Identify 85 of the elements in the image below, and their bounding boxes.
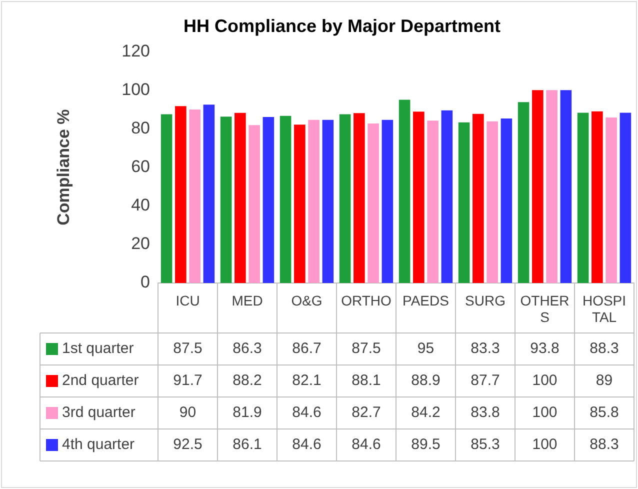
- y-tick-label: 100: [122, 80, 150, 99]
- chart-title: HH Compliance by Major Department: [183, 16, 501, 36]
- bar: [620, 112, 632, 283]
- data-label: 86.3: [232, 340, 262, 358]
- bar: [606, 118, 617, 283]
- bar: [472, 114, 484, 283]
- data-label: 81.9: [232, 404, 262, 422]
- x-tick-label: OTHERS: [520, 292, 570, 326]
- y-tick-label: 20: [131, 234, 150, 254]
- data-label: 87.5: [352, 340, 381, 358]
- x-tick-label: ICU: [176, 292, 200, 308]
- bar: [577, 112, 589, 283]
- bar: [532, 90, 544, 283]
- bar: [458, 122, 470, 283]
- y-tick-label: 40: [131, 196, 150, 215]
- data-label: 89: [596, 372, 613, 390]
- y-tick-label: 120: [122, 41, 150, 60]
- data-label: 84.6: [352, 436, 381, 454]
- y-tick-label: 0: [140, 272, 150, 292]
- bar: [308, 120, 320, 283]
- bar: [203, 104, 215, 283]
- bar: [262, 116, 274, 283]
- bar: [234, 112, 246, 283]
- data-label: 89.5: [411, 436, 440, 454]
- bar: [592, 111, 603, 283]
- y-tick-label: 80: [131, 118, 150, 138]
- bar: [441, 110, 453, 283]
- bar: [486, 121, 498, 283]
- data-label: 88.3: [590, 436, 619, 454]
- data-label: 83.8: [470, 404, 500, 422]
- data-label: 92.5: [173, 436, 202, 454]
- data-label: 88.3: [590, 340, 619, 358]
- x-tick-label: O&G: [291, 292, 322, 308]
- bar: [413, 112, 424, 283]
- x-tick-label: ORTHO: [341, 292, 392, 308]
- bar: [294, 124, 306, 283]
- legend-label: 1st quarter: [62, 340, 134, 358]
- data-label: 82.7: [352, 404, 381, 422]
- data-label: 85.3: [470, 436, 500, 454]
- data-label: 100: [532, 404, 558, 422]
- data-label: 91.7: [173, 372, 202, 390]
- data-label: 88.2: [232, 372, 262, 390]
- data-label: 93.8: [530, 340, 560, 358]
- data-label: 100: [532, 372, 558, 390]
- bar: [500, 118, 512, 283]
- x-tick-label: HOSPITAL: [582, 292, 626, 326]
- data-label: 82.1: [292, 372, 322, 390]
- bar: [189, 109, 200, 283]
- bar: [354, 113, 365, 283]
- data-label: 86.7: [292, 340, 322, 358]
- x-tick-label: SURG: [465, 292, 506, 308]
- legend-label: 4th quarter: [62, 436, 135, 454]
- data-label: 84.6: [292, 404, 322, 422]
- data-label: 88.9: [411, 372, 440, 390]
- data-label: 86.1: [232, 436, 262, 454]
- bar: [518, 102, 530, 283]
- bar: [248, 125, 260, 283]
- data-label: 87.7: [470, 372, 500, 390]
- data-label: 85.8: [590, 404, 619, 422]
- data-label: 88.1: [352, 372, 381, 390]
- bar: [427, 120, 438, 283]
- bar: [175, 106, 186, 283]
- bar: [339, 114, 351, 283]
- data-label: 90: [179, 404, 196, 422]
- data-label: 84.2: [411, 404, 440, 422]
- y-tick-label: 60: [131, 156, 150, 176]
- data-label: 87.5: [173, 340, 202, 358]
- y-axis-title: Compliance %: [54, 109, 73, 226]
- bar: [546, 90, 558, 283]
- bar: [220, 116, 232, 283]
- data-label: 100: [532, 436, 558, 454]
- bar: [560, 90, 572, 283]
- bar: [322, 120, 334, 283]
- x-tick-label: MED: [232, 292, 263, 308]
- bar: [382, 120, 394, 283]
- bar: [398, 100, 410, 283]
- bar: [160, 114, 172, 283]
- x-tick-label: PAEDS: [402, 292, 449, 308]
- data-label: 84.6: [292, 436, 322, 454]
- data-label: 95: [417, 340, 434, 358]
- bar: [280, 116, 292, 283]
- bar: [368, 124, 379, 283]
- data-label: 83.3: [470, 340, 500, 358]
- legend-label: 3rd quarter: [62, 404, 136, 422]
- legend-label: 2nd quarter: [62, 372, 139, 390]
